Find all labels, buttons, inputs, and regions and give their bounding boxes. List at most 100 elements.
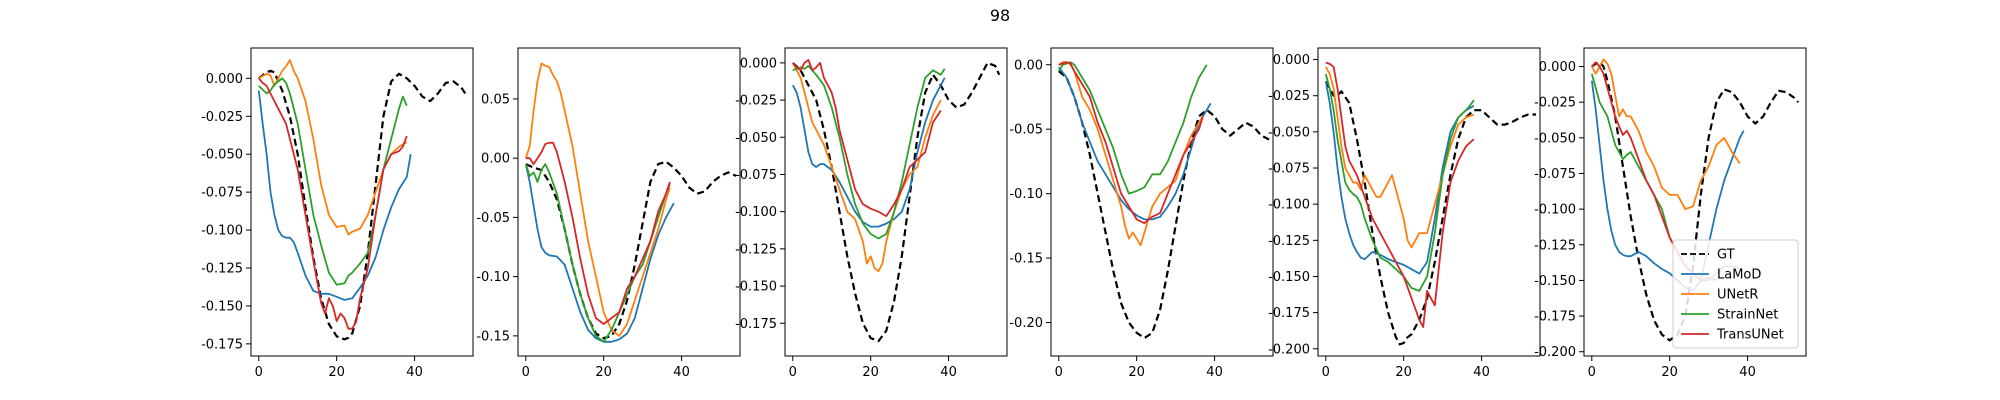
x-tick-label: 40 <box>940 365 957 380</box>
series-line-unetr <box>258 59 408 236</box>
y-tick-label: 0.000 <box>1273 53 1310 68</box>
series-line-transunet <box>792 59 942 218</box>
y-tick-label: -0.075 <box>1268 162 1310 177</box>
series-line-lamod <box>524 163 675 343</box>
x-tick-label: 20 <box>328 365 345 380</box>
y-tick-label: 0.000 <box>206 72 243 87</box>
y-tick-label: -0.025 <box>1534 96 1576 111</box>
y-tick-label: 0.000 <box>740 56 777 71</box>
legend-label-lamod: LaMoD <box>1717 268 1761 283</box>
x-tick-label: 20 <box>862 365 879 380</box>
series-line-transunet <box>258 77 408 330</box>
y-tick-label: -0.125 <box>201 262 243 277</box>
y-tick-label: -0.150 <box>1268 270 1310 285</box>
axes-frame <box>517 47 741 357</box>
axes-frame <box>784 47 1008 357</box>
y-tick-label: -0.050 <box>1268 125 1310 140</box>
y-tick-label: -0.025 <box>735 94 777 109</box>
y-tick-label: -0.125 <box>1534 238 1576 253</box>
y-tick-label: -0.050 <box>735 131 777 146</box>
legend-label-unetr: UNetR <box>1717 288 1758 303</box>
series-lines <box>1324 61 1537 346</box>
subplot-3: 0 20 40 0.000 -0.025 -0.050 -0.075 -0.100 -0.125… <box>735 47 1008 380</box>
series-line-lamod <box>257 90 412 301</box>
y-tick-label: -0.075 <box>201 186 243 201</box>
series-line-lamod <box>1058 66 1212 221</box>
series-line-transunet <box>1058 61 1204 225</box>
y-tick-label: -0.050 <box>201 148 243 163</box>
y-tick-label: -0.05 <box>476 211 510 226</box>
legend-box <box>1672 239 1799 349</box>
y-tick-label: 0.05 <box>481 92 510 107</box>
y-tick-label: -0.150 <box>201 299 243 314</box>
legend-label-gt: GT <box>1717 248 1735 263</box>
x-tick-label: 20 <box>1395 365 1412 380</box>
legend-label-transunet: TransUNet <box>1716 328 1784 343</box>
x-tick-label: 40 <box>406 365 423 380</box>
y-tick-label: 0.000 <box>1539 60 1576 75</box>
series-lines <box>524 62 737 343</box>
y-tick-label: -0.100 <box>1268 198 1310 213</box>
series-line-unetr <box>1058 61 1204 247</box>
series-line-gt <box>1058 70 1270 340</box>
y-tick-label: 0.00 <box>1014 58 1043 73</box>
y-tick-label: -0.175 <box>1268 306 1310 321</box>
x-tick-label: 0 <box>522 365 530 380</box>
axes-frame <box>250 47 474 357</box>
y-tick-label: -0.125 <box>735 242 777 257</box>
y-tick-label: -0.175 <box>735 317 777 332</box>
series-line-gt <box>1324 80 1537 346</box>
x-tick-label: 40 <box>673 365 690 380</box>
subplot-2: 0 20 40 0.05 0.00 -0.05 -0.10 -0.15 <box>476 47 741 380</box>
y-tick-label: -0.150 <box>1534 274 1576 289</box>
axes-frame <box>1583 47 1807 357</box>
y-tick-label: -0.025 <box>1268 89 1310 104</box>
x-tick-label: 20 <box>1128 365 1145 380</box>
x-tick-label: 40 <box>1206 365 1223 380</box>
series-line-transunet <box>1325 61 1475 329</box>
series-line-gt <box>258 69 467 341</box>
series-line-strainnet <box>1324 73 1475 292</box>
y-tick-label: -0.10 <box>476 270 510 285</box>
axes-frame <box>1050 47 1274 357</box>
y-tick-label: -0.175 <box>201 337 243 352</box>
axes-frame <box>1317 47 1541 357</box>
series-lines <box>792 59 1001 343</box>
legend: GT LaMoD UNetR StrainNet TransUNet <box>1672 239 1799 349</box>
x-tick-label: 20 <box>595 365 612 380</box>
y-tick-label: -0.125 <box>1268 234 1310 249</box>
y-tick-label: -0.100 <box>1534 203 1576 218</box>
y-tick-label: -0.100 <box>735 205 777 220</box>
series-line-lamod <box>1590 80 1745 292</box>
subplot-1: 0 20 40 0.000 -0.025 -0.050 -0.075 -0.100 -0.125… <box>201 47 474 380</box>
series-lines <box>1058 61 1270 340</box>
legend-label-strainnet: StrainNet <box>1717 308 1778 323</box>
x-tick-label: 20 <box>1661 365 1678 380</box>
series-line-unetr <box>1591 58 1741 211</box>
x-tick-label: 0 <box>1322 365 1330 380</box>
y-tick-label: -0.15 <box>1009 252 1043 267</box>
y-tick-label: -0.075 <box>735 168 777 183</box>
y-tick-label: -0.025 <box>201 110 243 125</box>
subplot-5: 0 20 40 0.000 -0.025 -0.050 -0.075 -0.100 -0.125… <box>1268 47 1541 380</box>
y-tick-label: -0.05 <box>1009 123 1043 138</box>
series-line-transunet <box>525 141 671 325</box>
series-line-unetr <box>524 62 671 337</box>
y-tick-label: -0.175 <box>1534 310 1576 325</box>
x-tick-label: 40 <box>1739 365 1756 380</box>
series-line-strainnet <box>1058 61 1208 195</box>
y-tick-label: -0.200 <box>1268 342 1310 357</box>
series-line-unetr <box>792 62 942 273</box>
y-tick-label: -0.15 <box>476 329 510 344</box>
y-tick-label: -0.10 <box>1009 187 1043 202</box>
series-line-unetr <box>1325 66 1475 249</box>
series-line-strainnet <box>258 77 408 286</box>
series-line-lamod <box>1324 81 1475 275</box>
y-tick-label: -0.100 <box>201 224 243 239</box>
y-tick-label: -0.150 <box>735 280 777 295</box>
x-tick-label: 0 <box>255 365 263 380</box>
subplot-panels: 0 20 400.000-0.025-0.050-0.075-0.100-0.125… <box>201 47 1807 380</box>
x-tick-label: 0 <box>789 365 797 380</box>
series-line-gt <box>792 61 1001 343</box>
